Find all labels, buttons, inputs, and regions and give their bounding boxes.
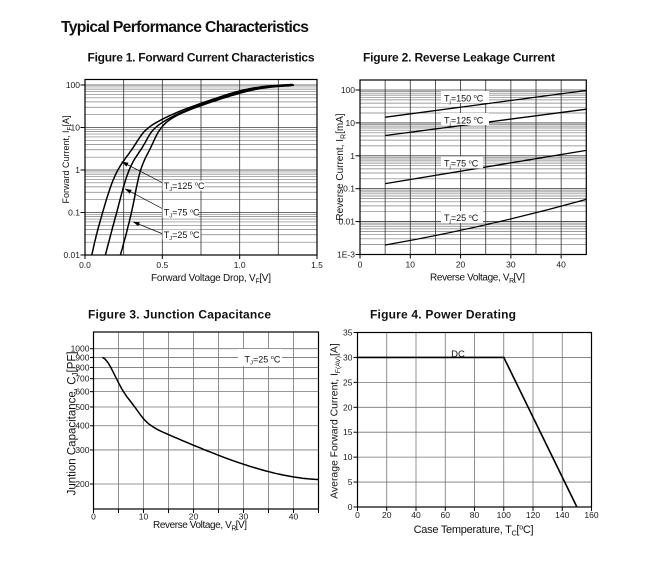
svg-text:10: 10 (406, 260, 416, 270)
svg-text:Forward Current, IF​[A]: Forward Current, IF​[A] (61, 115, 74, 203)
svg-text:Figure 2. Reverse Leakage Curr: Figure 2. Reverse Leakage Current (363, 51, 555, 65)
svg-text:Case Temperature, TC​[oC]: Case Temperature, TC​[oC] (414, 524, 534, 538)
svg-text:140: 140 (555, 510, 569, 520)
svg-text:TJ=125 oC: TJ=125 oC (164, 181, 205, 193)
svg-text:900: 900 (75, 353, 89, 363)
svg-text:0.01: 0.01 (63, 250, 80, 260)
svg-text:Juntion Capacitance, CJ​[PF]: Juntion Capacitance, CJ​[PF] (67, 351, 81, 495)
svg-text:Reverse Current, IR​[mA]: Reverse Current, IR​[mA] (335, 113, 348, 221)
svg-text:20: 20 (343, 402, 353, 412)
svg-text:Figure 3. Junction Capacitance: Figure 3. Junction Capacitance (88, 308, 271, 322)
svg-text:10: 10 (343, 452, 353, 462)
svg-text:Figure 4. Power Derating: Figure 4. Power Derating (370, 308, 516, 322)
svg-text:60: 60 (441, 510, 451, 520)
svg-text:40: 40 (556, 260, 566, 270)
svg-text:30: 30 (506, 260, 516, 270)
svg-text:0: 0 (91, 512, 96, 522)
svg-text:Average Forward Current, IF(AV: Average Forward Current, IF(AV)​[A] (330, 343, 342, 499)
svg-text:Reverse Voltage, VR​[V]: Reverse Voltage, VR​[V] (153, 520, 247, 533)
svg-text:100: 100 (497, 510, 511, 520)
svg-text:400: 400 (75, 421, 89, 431)
svg-text:800: 800 (75, 362, 89, 372)
svg-text:Forward Voltage Drop, VF​[V]: Forward Voltage Drop, VF​[V] (151, 273, 271, 286)
svg-text:120: 120 (526, 510, 540, 520)
svg-text:40: 40 (411, 510, 421, 520)
svg-text:1.0: 1.0 (234, 260, 246, 270)
svg-text:160: 160 (584, 510, 598, 520)
svg-text:1E-3: 1E-3 (337, 250, 355, 260)
svg-text:1.5: 1.5 (311, 260, 323, 270)
svg-text:1000: 1000 (71, 344, 90, 354)
svg-text:30: 30 (343, 352, 353, 362)
svg-text:25: 25 (343, 377, 353, 387)
svg-text:1: 1 (350, 151, 355, 161)
svg-text:5: 5 (348, 477, 353, 487)
svg-text:40: 40 (289, 512, 299, 522)
svg-text:20: 20 (189, 512, 199, 522)
svg-text:700: 700 (75, 374, 89, 384)
svg-text:10: 10 (139, 512, 149, 522)
svg-text:Typical Performance Characteri: Typical Performance Characteristics (61, 19, 309, 36)
svg-text:100: 100 (66, 80, 80, 90)
svg-text:20: 20 (382, 510, 392, 520)
svg-text:0.0: 0.0 (79, 260, 91, 270)
svg-text:DC: DC (451, 349, 465, 360)
svg-text:15: 15 (343, 427, 353, 437)
svg-text:35: 35 (343, 328, 353, 338)
svg-text:10: 10 (71, 123, 81, 133)
svg-text:0.1: 0.1 (68, 208, 80, 218)
svg-text:1: 1 (75, 165, 80, 175)
svg-text:0.1: 0.1 (343, 184, 355, 194)
svg-text:Reverse Voltage, VR​[V]: Reverse Voltage, VR​[V] (430, 273, 525, 286)
svg-text:20: 20 (456, 260, 466, 270)
svg-text:100: 100 (341, 85, 355, 95)
svg-text:500: 500 (75, 402, 89, 412)
svg-text:0: 0 (355, 510, 360, 520)
svg-text:200: 200 (75, 479, 89, 489)
svg-text:0.5: 0.5 (156, 260, 168, 270)
svg-text:10: 10 (346, 118, 356, 128)
svg-text:600: 600 (75, 387, 89, 397)
svg-text:300: 300 (75, 445, 89, 455)
svg-text:0: 0 (348, 502, 353, 512)
svg-text:0.01: 0.01 (338, 217, 355, 227)
svg-text:80: 80 (470, 510, 480, 520)
svg-text:Figure 1. Forward Current Char: Figure 1. Forward Current Characteristic… (88, 51, 315, 65)
svg-text:30: 30 (239, 512, 249, 522)
svg-text:0: 0 (358, 260, 363, 270)
